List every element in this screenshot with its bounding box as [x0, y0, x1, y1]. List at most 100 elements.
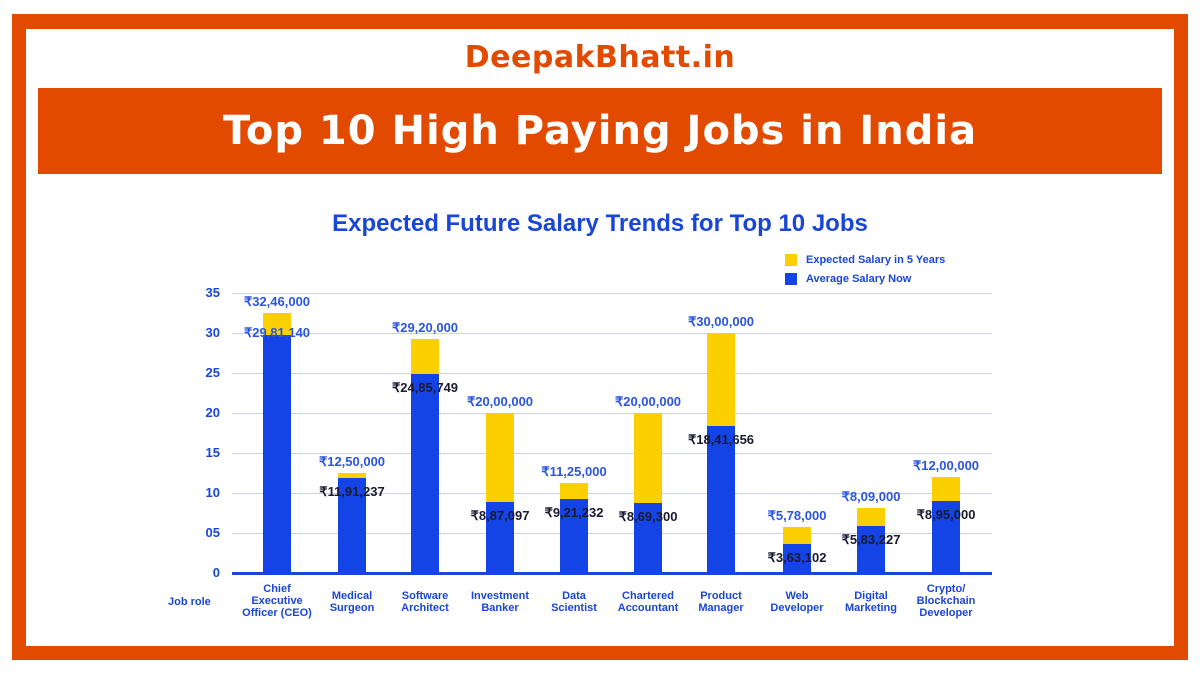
- y-tick-label: 10: [205, 485, 220, 500]
- x-category-label: Chartered Accountant: [598, 590, 698, 614]
- y-tick-label: 15: [205, 445, 220, 460]
- legend-label-expected: Expected Salary in 5 Years: [806, 254, 946, 266]
- value-label-expected: ₹8,09,000: [841, 489, 901, 505]
- x-category-label-line: Accountant: [617, 602, 679, 614]
- value-label-now: ₹9,21,232: [544, 505, 604, 521]
- x-category-label: Chief Executive Officer (CEO): [227, 583, 327, 619]
- bar-now-segment: [783, 543, 811, 573]
- x-category-label-line: Digital: [854, 590, 888, 602]
- x-category-label-line: Surgeon: [329, 602, 375, 614]
- brand-logo-text: DeepakBhatt.in: [464, 40, 736, 75]
- gridline: [232, 533, 992, 534]
- x-category-label: Medical Surgeon: [302, 590, 402, 614]
- legend-label-now: Average Salary Now: [806, 273, 912, 285]
- bar-expected-segment: [263, 313, 291, 335]
- value-label-now: ₹11,91,237: [319, 483, 385, 499]
- x-category-label-line: Product: [700, 590, 742, 602]
- value-label-expected: ₹12,00,000: [912, 458, 980, 473]
- x-category-label: Digital Marketing: [821, 590, 921, 614]
- x-axis-title: Job role: [168, 596, 211, 608]
- bar-expected-segment: [932, 477, 960, 502]
- value-label-now: ₹29,81,140: [243, 324, 311, 340]
- legend-swatch-now-icon: [785, 273, 797, 285]
- bar-now-segment: [634, 503, 662, 573]
- x-category-label-line: Banker: [481, 602, 519, 614]
- x-category-label-line: Software: [401, 590, 449, 602]
- value-label-now: ₹8,95,000: [916, 507, 976, 523]
- y-tick-label: 30: [205, 325, 220, 340]
- x-category-label: Investment Banker: [450, 590, 550, 614]
- chart-title: Expected Future Salary Trends for Top 10…: [332, 210, 868, 237]
- x-category-label-line: Chief: [263, 583, 291, 595]
- gridline: [232, 373, 992, 374]
- gridline: [232, 493, 992, 494]
- bar-now-segment: [263, 334, 291, 573]
- y-tick-label: 25: [205, 365, 220, 380]
- x-category-label: Crypto/Blockchain Developer: [896, 583, 996, 619]
- bar-now-segment: [707, 425, 735, 573]
- value-label-now: ₹18,41,656: [687, 431, 755, 447]
- bar-now-segment: [486, 502, 514, 573]
- gridline: [232, 413, 992, 414]
- bar-expected-segment: [707, 333, 735, 426]
- bar-now-segment: [932, 501, 960, 573]
- y-tick-label: 0: [212, 565, 220, 580]
- bar-expected-segment: [486, 413, 514, 503]
- value-label-now: ₹3,63,102: [767, 549, 827, 565]
- x-category-label-line: Crypto/: [926, 583, 966, 595]
- gridline: [232, 333, 992, 334]
- bar-expected-segment: [411, 339, 439, 375]
- title-banner: Top 10 High Paying Jobs in India: [38, 88, 1162, 174]
- banner-title: Top 10 High Paying Jobs in India: [222, 108, 978, 154]
- x-category-label-line: Data: [562, 590, 586, 602]
- x-category-label-line: Marketing: [845, 602, 897, 614]
- y-tick-label: 35: [205, 285, 220, 300]
- value-label-expected: ₹12,50,000: [318, 454, 386, 469]
- value-label-now: ₹5,83,227: [841, 532, 901, 548]
- value-label-expected: ₹11,25,000: [541, 464, 607, 479]
- value-label-now: ₹8,69,300: [618, 509, 678, 525]
- y-tick-label: 20: [205, 405, 220, 420]
- x-category-label-line: Chartered: [622, 590, 674, 602]
- y-tick-label: 05: [205, 525, 220, 540]
- legend-item-expected: Expected Salary in 5 Years: [785, 251, 945, 269]
- bar-now-segment: [560, 499, 588, 573]
- value-label-now: ₹8,87,097: [470, 508, 530, 524]
- value-label-expected: ₹20,00,000: [466, 394, 534, 409]
- x-category-label: Web Developer: [747, 590, 847, 614]
- x-category-label-line: Developer: [919, 607, 973, 619]
- x-category-label-line: Executive: [251, 595, 303, 607]
- bar-now-segment: [338, 477, 366, 573]
- x-category-label-line: Blockchain: [916, 595, 976, 607]
- x-category-label-line: Investment: [470, 590, 530, 602]
- value-label-expected: ₹32,46,000: [243, 294, 311, 310]
- value-label-expected: ₹20,00,000: [614, 394, 682, 409]
- value-label-now: ₹24,85,749: [391, 380, 459, 396]
- value-label-expected: ₹5,78,000: [767, 507, 827, 523]
- x-category-label-line: Scientist: [551, 602, 597, 614]
- bar-expected-segment: [560, 483, 588, 500]
- value-label-expected: ₹30,00,000: [687, 314, 755, 329]
- x-category-label-line: Officer (CEO): [242, 607, 312, 619]
- x-category-label: Software Architect: [375, 590, 475, 614]
- gridline: [232, 453, 992, 454]
- value-label-expected: ₹29,20,000: [391, 320, 459, 336]
- bar-expected-segment: [783, 526, 811, 544]
- x-category-label: Data Scientist: [524, 590, 624, 614]
- legend-swatch-expected-icon: [785, 254, 797, 266]
- bar-now-segment: [857, 526, 885, 573]
- x-category-label-line: Web: [785, 590, 809, 602]
- bar-expected-segment: [634, 413, 662, 504]
- chart-legend: Expected Salary in 5 Years Average Salar…: [785, 251, 945, 289]
- bar-expected-segment: [338, 473, 366, 478]
- legend-item-now: Average Salary Now: [785, 270, 945, 288]
- x-category-label-line: Medical: [331, 590, 373, 602]
- x-category-label-line: Architect: [401, 602, 449, 614]
- bar-expected-segment: [857, 508, 885, 527]
- x-axis-line: [232, 572, 992, 575]
- x-category-label-line: Manager: [698, 602, 744, 614]
- x-category-label-line: Developer: [770, 602, 824, 614]
- x-category-label: Product Manager: [671, 590, 771, 614]
- gridline: [232, 293, 992, 294]
